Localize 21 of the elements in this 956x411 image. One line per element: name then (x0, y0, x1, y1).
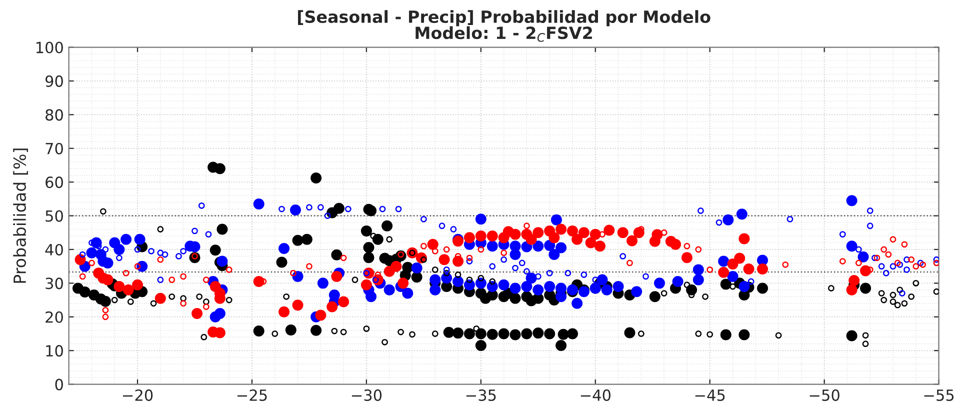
y-tick-label: 40 (45, 244, 63, 256)
chart-title: [Seasonal - Precip] Probabilidad por Modelo Modelo: 1 - 2$_{C}$FSV2 (298, 10, 710, 42)
y-tick-label: 50 (46, 210, 63, 222)
y-tick-label: 30 (46, 278, 63, 290)
y-tick-label: 70 (46, 142, 63, 154)
x-tick-label: −45 (695, 390, 725, 401)
y-tick-label: 90 (45, 75, 63, 87)
x-tick-label: −20 (123, 389, 153, 401)
y-tick-label: 10 (46, 345, 63, 357)
y-tick-label: 60 (46, 176, 63, 188)
y-tick-label: 80 (46, 109, 63, 121)
x-tick-label: −35 (466, 389, 496, 401)
y-tick-label: 100 (36, 42, 63, 54)
x-tick-label: −40 (580, 389, 610, 401)
y-tick-label: 20 (46, 311, 63, 323)
x-tick-label: −50 (810, 389, 840, 401)
x-tick-label: −25 (237, 389, 267, 401)
y-axis-title: Probabilidad [%] (13, 148, 28, 283)
x-tick-label: −55 (924, 390, 954, 401)
y-tick-label: 0 (55, 378, 63, 390)
x-tick-label: −30 (352, 389, 382, 401)
